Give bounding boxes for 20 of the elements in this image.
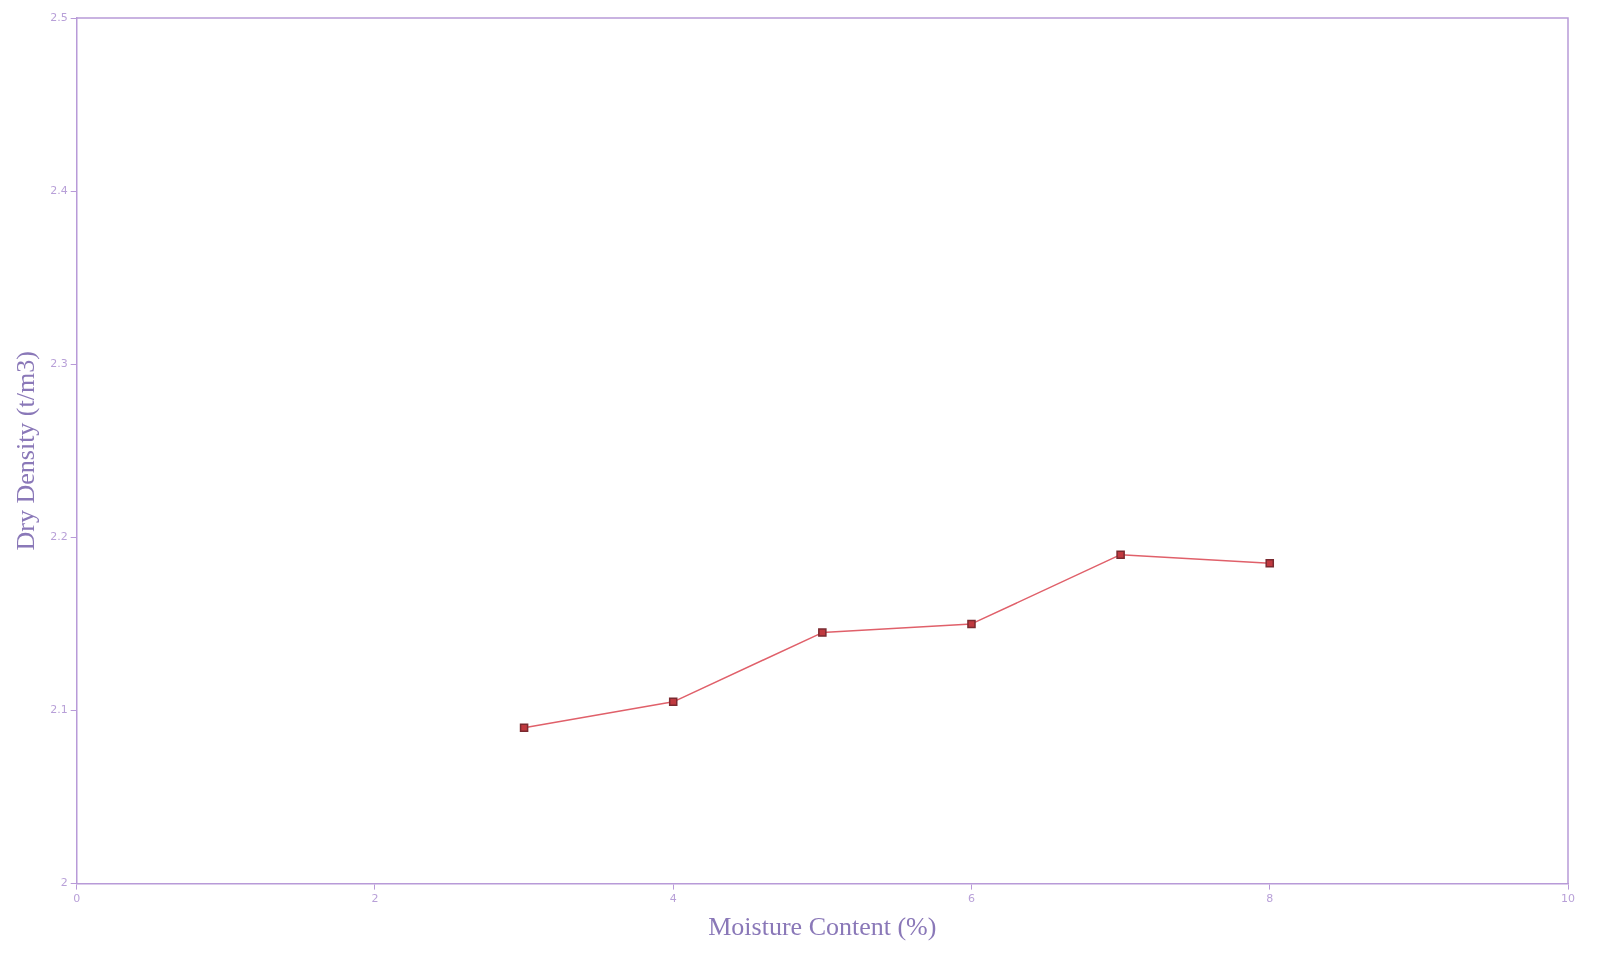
point xyxy=(818,628,827,637)
y-axis-title: Dry Density (t/m3) xyxy=(11,351,41,551)
x-tick-label: 2 xyxy=(371,892,379,906)
y-tick-label: 2 xyxy=(60,876,68,890)
x-axis-title: Moisture Content (%) xyxy=(708,912,937,942)
y-tick-label: 2.1 xyxy=(50,703,68,717)
x-tick-label: 0 xyxy=(73,892,81,906)
x-tick-label: 8 xyxy=(1266,892,1274,906)
point xyxy=(1265,559,1275,568)
x-tick-label: 6 xyxy=(967,892,975,906)
x-tick-label: 10 xyxy=(1561,892,1575,906)
y-tick-label: 2.3 xyxy=(50,357,68,371)
y-tick-label: 2.4 xyxy=(50,183,68,197)
point xyxy=(668,697,678,707)
point xyxy=(1116,550,1125,559)
point xyxy=(519,723,529,733)
y-tick-label: 2.2 xyxy=(50,530,68,544)
x-tick-label: 4 xyxy=(669,892,677,906)
y-tick-label: 2.5 xyxy=(50,10,68,24)
point xyxy=(967,619,976,629)
